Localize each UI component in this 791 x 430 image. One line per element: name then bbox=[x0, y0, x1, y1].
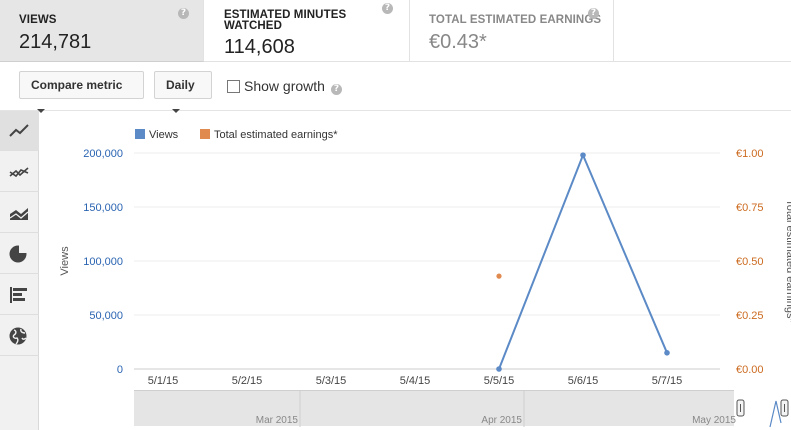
show-growth-toggle[interactable]: Show growth? bbox=[227, 78, 342, 95]
chart-type-rail bbox=[0, 111, 39, 430]
show-growth-label: Show growth bbox=[244, 78, 325, 94]
y-tick-label: 150,000 bbox=[83, 202, 123, 214]
show-growth-checkbox[interactable] bbox=[227, 80, 240, 93]
views-series-line bbox=[498, 152, 668, 370]
x-tick-label: 5/7/15 bbox=[652, 375, 683, 387]
compare-metric-label: Compare metric bbox=[31, 78, 123, 92]
legend-swatch-views bbox=[135, 129, 145, 139]
x-tick-label: 5/1/15 bbox=[148, 375, 179, 387]
y2-axis-title: Total estimated earnings* bbox=[784, 199, 791, 323]
metric-cards: VIEWS 214,781 ? ESTIMATED MINUTES WATCHE… bbox=[0, 0, 791, 62]
metric-label: ESTIMATED MINUTES WATCHED bbox=[224, 9, 347, 32]
y-tick-label: 200,000 bbox=[83, 148, 123, 160]
metric-card-views[interactable]: VIEWS 214,781 ? bbox=[0, 0, 204, 62]
y-tick-label: 100,000 bbox=[83, 256, 123, 268]
views-data-point bbox=[580, 152, 586, 158]
multi-line-chart-icon bbox=[9, 167, 29, 178]
metric-value: 114,608 bbox=[224, 36, 295, 58]
navigator-label: Apr 2015 bbox=[481, 415, 522, 426]
stacked-area-chart-button[interactable] bbox=[0, 193, 39, 233]
y2-tick-label: €0.00 bbox=[736, 364, 764, 376]
earnings-data-point bbox=[496, 273, 502, 279]
help-icon[interactable]: ? bbox=[330, 84, 342, 95]
chart-toolbar: Compare metric Daily Show growth? bbox=[0, 62, 791, 113]
line-chart-icon bbox=[9, 124, 29, 137]
y-tick-label: 50,000 bbox=[89, 310, 123, 322]
x-tick-label: 5/2/15 bbox=[232, 375, 263, 387]
views-data-point bbox=[496, 366, 502, 372]
metric-card-earnings[interactable]: TOTAL ESTIMATED EARNINGS €0.43* ? bbox=[410, 0, 614, 62]
navigator-label: Mar 2015 bbox=[256, 415, 299, 426]
views-data-point bbox=[664, 350, 670, 356]
stacked-area-chart-icon bbox=[9, 208, 29, 220]
help-icon[interactable]: ? bbox=[588, 8, 599, 19]
bar-chart-icon bbox=[10, 287, 27, 303]
compare-metric-dropdown[interactable]: Compare metric bbox=[19, 71, 144, 113]
pie-chart-icon bbox=[9, 244, 28, 263]
multi-line-chart-button[interactable] bbox=[0, 152, 39, 192]
y-tick-label: 0 bbox=[117, 364, 123, 376]
y2-tick-label: €0.50 bbox=[736, 256, 764, 268]
x-tick-label: 5/4/15 bbox=[400, 375, 431, 387]
interval-label: Daily bbox=[166, 78, 195, 92]
metric-value: €0.43* bbox=[429, 31, 487, 53]
metric-label: VIEWS bbox=[19, 14, 57, 26]
pie-chart-button[interactable] bbox=[0, 234, 39, 274]
y2-tick-label: €1.00 bbox=[736, 148, 764, 160]
time-navigator[interactable] bbox=[134, 390, 734, 426]
navigator-label: May 2015 bbox=[692, 415, 736, 426]
legend-swatch-earnings bbox=[200, 129, 210, 139]
legend-label-views: Views bbox=[149, 129, 179, 141]
bar-chart-button[interactable] bbox=[0, 275, 39, 315]
chart-svg: 0 50,000 100,000 150,000 200,000 €0.00 €0.25 €0… bbox=[59, 129, 791, 428]
metric-value: 214,781 bbox=[19, 31, 92, 53]
x-tick-label: 5/5/15 bbox=[484, 375, 515, 387]
metric-card-minutes-watched[interactable]: ESTIMATED MINUTES WATCHED 114,608 ? bbox=[204, 0, 410, 62]
legend-label-earnings: Total estimated earnings* bbox=[214, 129, 338, 141]
globe-map-icon bbox=[9, 327, 27, 345]
navigator-sparkline bbox=[769, 400, 782, 428]
chevron-down-icon bbox=[37, 108, 45, 113]
y2-tick-label: €0.25 bbox=[736, 310, 764, 322]
chevron-down-icon bbox=[172, 108, 180, 113]
interval-dropdown[interactable]: Daily bbox=[154, 71, 212, 113]
map-chart-button[interactable] bbox=[0, 316, 39, 356]
y2-tick-label: €0.75 bbox=[736, 202, 764, 214]
x-tick-label: 5/6/15 bbox=[568, 375, 599, 387]
x-tick-label: 5/3/15 bbox=[316, 375, 347, 387]
metric-label: TOTAL ESTIMATED EARNINGS bbox=[429, 14, 602, 26]
line-chart-button[interactable] bbox=[0, 111, 39, 151]
chart-area: 0 50,000 100,000 150,000 200,000 €0.00 €0.25 €0… bbox=[40, 111, 791, 430]
y-axis-title: Views bbox=[59, 246, 71, 276]
help-icon[interactable]: ? bbox=[382, 3, 393, 14]
help-icon[interactable]: ? bbox=[178, 8, 189, 19]
